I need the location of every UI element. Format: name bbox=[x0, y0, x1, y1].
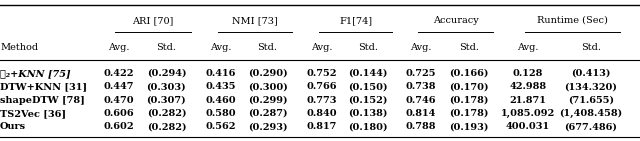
Text: Avg.: Avg. bbox=[108, 43, 129, 52]
Text: 0.562: 0.562 bbox=[205, 122, 236, 131]
Text: (0.178): (0.178) bbox=[449, 109, 489, 118]
Text: 42.988: 42.988 bbox=[509, 82, 547, 91]
Text: 0.470: 0.470 bbox=[103, 96, 134, 105]
Text: NMI [73]: NMI [73] bbox=[232, 16, 278, 25]
Text: 0.435: 0.435 bbox=[205, 82, 236, 91]
Text: Ours: Ours bbox=[0, 122, 26, 131]
Text: 0.752: 0.752 bbox=[307, 69, 337, 78]
Text: 0.460: 0.460 bbox=[205, 96, 236, 105]
Text: F1[74]: F1[74] bbox=[339, 16, 372, 25]
Text: Avg.: Avg. bbox=[410, 43, 432, 52]
Text: 0.128: 0.128 bbox=[513, 69, 543, 78]
Text: (0.170): (0.170) bbox=[449, 82, 489, 91]
Text: Runtime (Sec): Runtime (Sec) bbox=[537, 16, 607, 25]
Text: 0.817: 0.817 bbox=[307, 122, 337, 131]
Text: shapeDTW [78]: shapeDTW [78] bbox=[0, 96, 85, 105]
Text: (0.294): (0.294) bbox=[147, 69, 186, 78]
Text: (0.193): (0.193) bbox=[449, 122, 489, 131]
Text: (0.299): (0.299) bbox=[248, 96, 287, 105]
Text: (0.300): (0.300) bbox=[248, 82, 287, 91]
Text: ARI [70]: ARI [70] bbox=[132, 16, 173, 25]
Text: Avg.: Avg. bbox=[517, 43, 539, 52]
Text: 21.871: 21.871 bbox=[509, 96, 547, 105]
Text: Std.: Std. bbox=[358, 43, 378, 52]
Text: 0.773: 0.773 bbox=[307, 96, 337, 105]
Text: 0.580: 0.580 bbox=[205, 109, 236, 118]
Text: (677.486): (677.486) bbox=[564, 122, 617, 131]
Text: 0.447: 0.447 bbox=[103, 82, 134, 91]
Text: DTW+KNN [31]: DTW+KNN [31] bbox=[0, 82, 87, 91]
Text: Std.: Std. bbox=[257, 43, 278, 52]
Text: 1,085.092: 1,085.092 bbox=[501, 109, 555, 118]
Text: (1,408.458): (1,408.458) bbox=[559, 109, 622, 118]
Text: 0.725: 0.725 bbox=[406, 69, 436, 78]
Text: 0.840: 0.840 bbox=[307, 109, 337, 118]
Text: (0.178): (0.178) bbox=[449, 96, 489, 105]
Text: (0.290): (0.290) bbox=[248, 69, 287, 78]
Text: (0.282): (0.282) bbox=[147, 122, 186, 131]
Text: 0.788: 0.788 bbox=[406, 122, 436, 131]
Text: Avg.: Avg. bbox=[210, 43, 232, 52]
Text: ℓ₂+KNN [75]: ℓ₂+KNN [75] bbox=[0, 69, 70, 78]
Text: 0.422: 0.422 bbox=[103, 69, 134, 78]
Text: Std.: Std. bbox=[156, 43, 177, 52]
Text: 0.746: 0.746 bbox=[406, 96, 436, 105]
Text: Avg.: Avg. bbox=[311, 43, 333, 52]
Text: Accuracy: Accuracy bbox=[433, 16, 479, 25]
Text: 0.738: 0.738 bbox=[406, 82, 436, 91]
Text: (0.303): (0.303) bbox=[147, 82, 186, 91]
Text: (71.655): (71.655) bbox=[568, 96, 614, 105]
Text: Std.: Std. bbox=[459, 43, 479, 52]
Text: (0.152): (0.152) bbox=[348, 96, 388, 105]
Text: 0.416: 0.416 bbox=[205, 69, 236, 78]
Text: (0.180): (0.180) bbox=[348, 122, 388, 131]
Text: 0.602: 0.602 bbox=[103, 122, 134, 131]
Text: Method: Method bbox=[0, 43, 38, 52]
Text: (0.293): (0.293) bbox=[248, 122, 287, 131]
Text: (0.150): (0.150) bbox=[348, 82, 388, 91]
Text: 400.031: 400.031 bbox=[506, 122, 550, 131]
Text: TS2Vec [36]: TS2Vec [36] bbox=[0, 109, 66, 118]
Text: (0.166): (0.166) bbox=[449, 69, 489, 78]
Text: (0.307): (0.307) bbox=[147, 96, 186, 105]
Text: (0.144): (0.144) bbox=[348, 69, 388, 78]
Text: 0.606: 0.606 bbox=[103, 109, 134, 118]
Text: (0.138): (0.138) bbox=[348, 109, 388, 118]
Text: 0.766: 0.766 bbox=[307, 82, 337, 91]
Text: Std.: Std. bbox=[580, 43, 601, 52]
Text: (0.282): (0.282) bbox=[147, 109, 186, 118]
Text: (134.320): (134.320) bbox=[564, 82, 617, 91]
Text: (0.413): (0.413) bbox=[571, 69, 611, 78]
Text: (0.287): (0.287) bbox=[248, 109, 287, 118]
Text: 0.814: 0.814 bbox=[406, 109, 436, 118]
